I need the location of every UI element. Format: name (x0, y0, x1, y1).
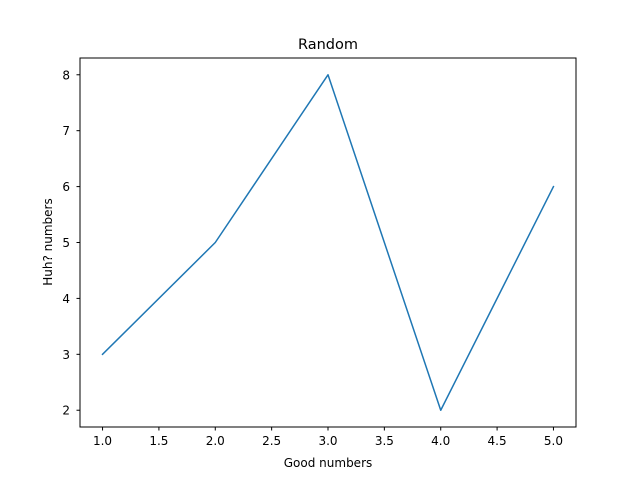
x-tick-label: 2.5 (262, 434, 281, 448)
y-tick-label: 7 (62, 124, 70, 138)
series-line (103, 75, 554, 410)
x-tick-label: 3.0 (318, 434, 337, 448)
x-tick-label: 2.0 (206, 434, 225, 448)
series-layer (103, 75, 554, 410)
y-tick-label: 5 (62, 236, 70, 250)
x-tick-label: 1.0 (93, 434, 112, 448)
ticks-layer: 1.0 1.5 2.0 2.5 3.0 3.5 4.0 4.5 5.0 2 3 4 5 6 7 8 (62, 68, 563, 448)
x-tick-label: 4.0 (431, 434, 450, 448)
y-tick-label: 2 (62, 404, 70, 418)
y-tick-label: 3 (62, 348, 70, 362)
y-tick-label: 8 (62, 68, 70, 82)
chart-title: Random (298, 37, 358, 53)
y-tick-label: 4 (62, 292, 70, 306)
x-tick-label: 5.0 (544, 434, 563, 448)
x-axis-label: Good numbers (284, 456, 373, 470)
plot-frame (80, 58, 576, 427)
x-tick-label: 3.5 (375, 434, 394, 448)
y-axis-label: Huh? numbers (41, 198, 55, 286)
x-tick-label: 4.5 (488, 434, 507, 448)
y-tick-label: 6 (62, 180, 70, 194)
x-tick-label: 1.5 (149, 434, 168, 448)
